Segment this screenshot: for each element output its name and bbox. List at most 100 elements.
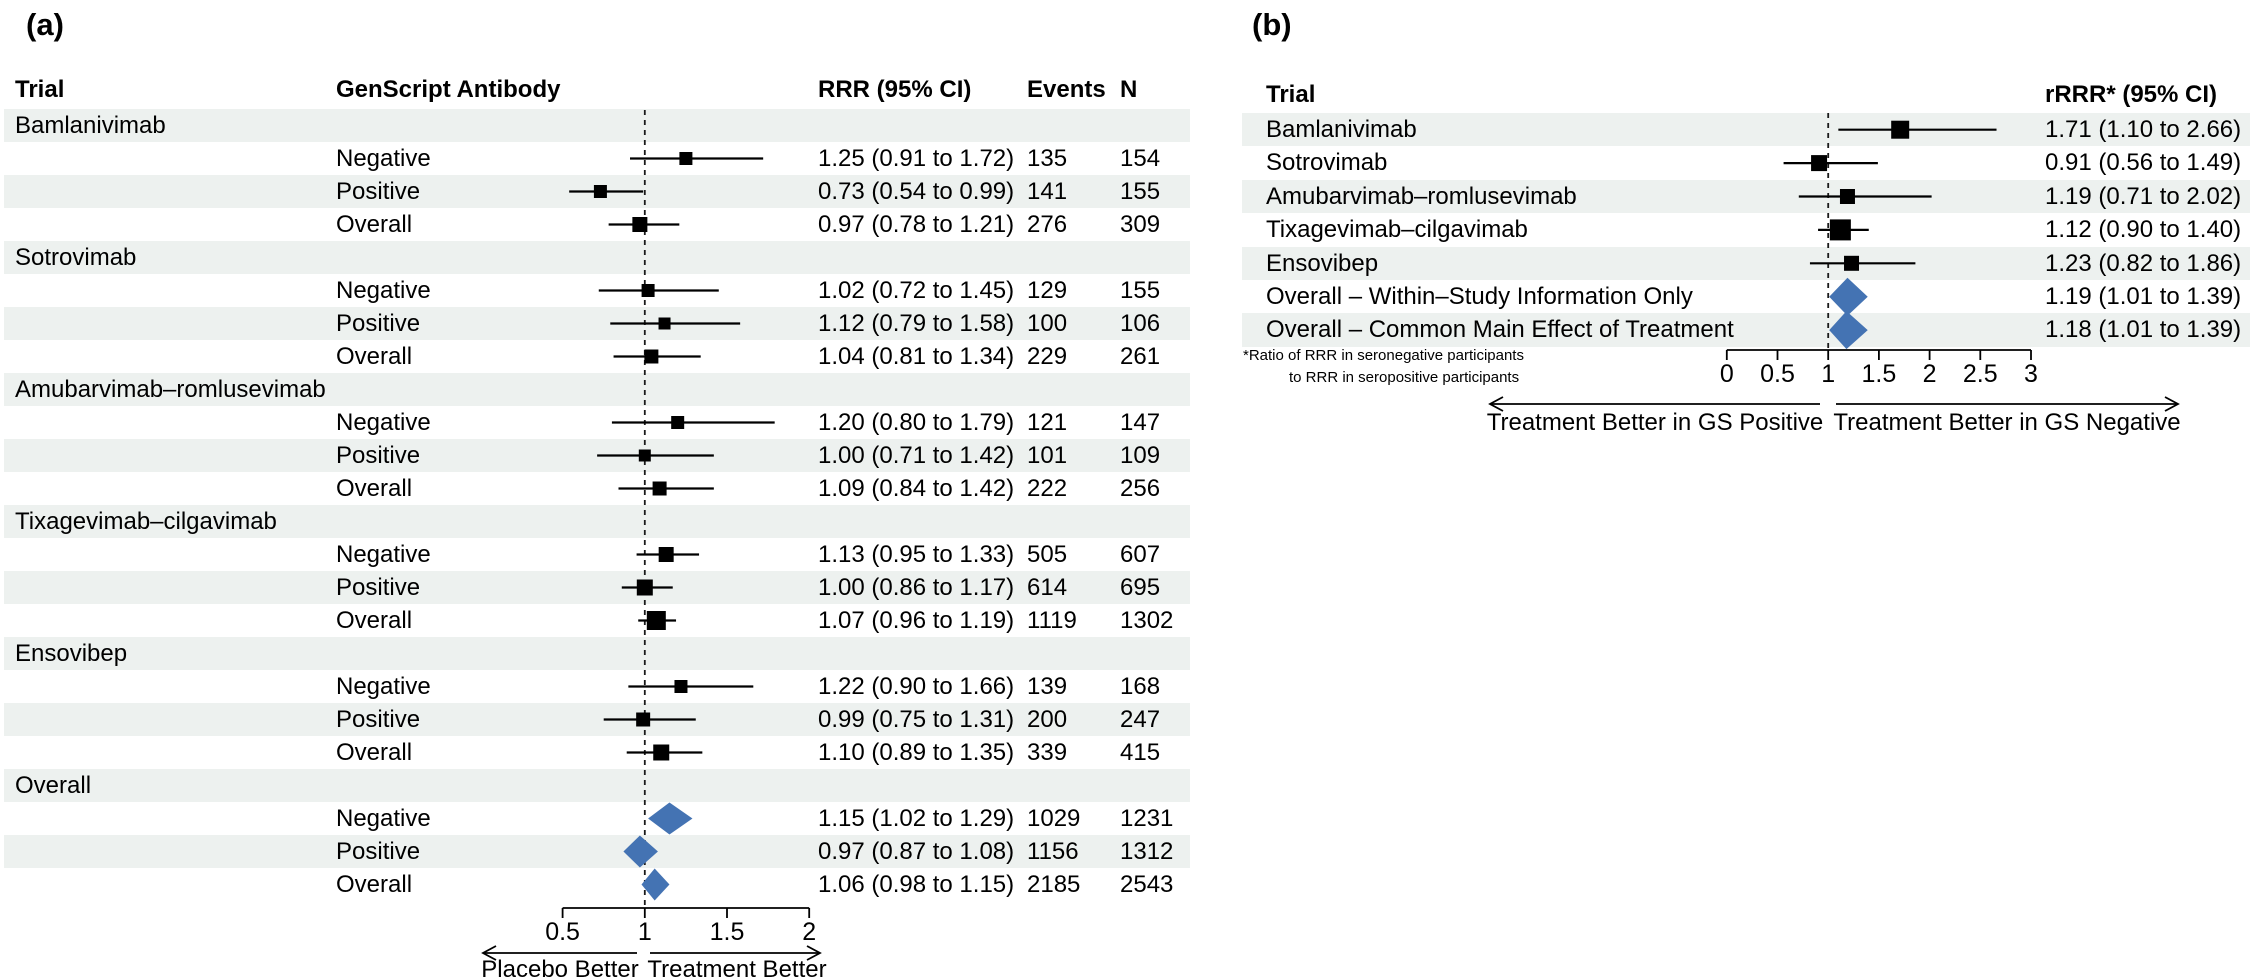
estimate-row: Overall 1.04 (0.81 to 1.34) 229 261 bbox=[0, 340, 2250, 373]
row-band bbox=[4, 769, 1190, 802]
panel-b-tag: (b) bbox=[1252, 7, 1292, 42]
rrrr-ci-value: 1.71 (1.10 to 2.66) bbox=[2045, 116, 2242, 143]
point-estimate-square bbox=[593, 185, 607, 198]
trial-group-row: Tixagevimab–cilgavimab bbox=[0, 505, 2250, 538]
row-band bbox=[4, 373, 1190, 406]
point-estimate-square bbox=[658, 317, 671, 330]
left-arrowhead-icon bbox=[481, 945, 497, 961]
events-value: 505 bbox=[1027, 541, 1068, 568]
rrrr-ci-value: 1.12 (0.90 to 1.40) bbox=[2045, 216, 2242, 244]
estimate-row: Tixagevimab–cilgavimab 1.12 (0.90 to 1.40… bbox=[0, 213, 2250, 246]
antibody-status-label: Negative bbox=[336, 409, 431, 436]
row-band bbox=[4, 505, 1190, 538]
antibody-status-label: Negative bbox=[336, 541, 431, 568]
trial-label: Ensovibep bbox=[1266, 249, 1379, 277]
x-axis-tick-label: 3 bbox=[2024, 360, 2038, 388]
events-value: 1029 bbox=[1027, 805, 1081, 832]
estimate-row: Overall – Common Main Effect of Treatmen… bbox=[0, 313, 2250, 347]
estimate-row: Bamlanivimab 1.71 (1.10 to 2.66) bbox=[0, 113, 2250, 147]
rrr-ci-value: 1.06 (0.98 to 1.15) bbox=[818, 871, 1015, 898]
events-value: 129 bbox=[1027, 277, 1068, 304]
x-axis-tick-label: 0 bbox=[1720, 360, 1734, 388]
summary-diamond bbox=[1829, 277, 1868, 316]
events-value: 339 bbox=[1027, 739, 1068, 766]
estimate-row: Negative 1.15 (1.02 to 1.29) 1029 1231 bbox=[0, 802, 2250, 835]
rrrr-ci-value: 1.23 (0.82 to 1.86) bbox=[2045, 249, 2242, 277]
antibody-status-label: Negative bbox=[336, 673, 431, 700]
row-band bbox=[4, 109, 1190, 142]
n-value: 106 bbox=[1120, 310, 1161, 337]
n-value: 256 bbox=[1120, 475, 1161, 502]
trial-group-row: Overall bbox=[0, 769, 2250, 802]
row-band bbox=[4, 241, 1190, 274]
point-estimate-square bbox=[636, 579, 653, 596]
column-header-rrrr: rRRR* (95% CI) bbox=[2045, 81, 2218, 108]
trial-group-label: Bamlanivimab bbox=[15, 112, 166, 139]
events-value: 2185 bbox=[1027, 871, 1081, 898]
rrrr-ci-value: 1.18 (1.01 to 1.39) bbox=[2045, 316, 2242, 344]
n-value: 415 bbox=[1120, 739, 1161, 766]
events-value: 1156 bbox=[1027, 838, 1079, 865]
estimate-row: Negative 1.20 (0.80 to 1.79) 121 147 bbox=[0, 406, 2250, 439]
x-axis-tick-label: 1 bbox=[1821, 360, 1835, 388]
events-value: 135 bbox=[1027, 145, 1068, 172]
x-axis-tick-label: 0.5 bbox=[545, 918, 580, 946]
column-header-rrr: RRR (95% CI) bbox=[818, 76, 972, 103]
point-estimate-square bbox=[641, 284, 655, 297]
column-header-trial-a: Trial bbox=[15, 76, 65, 103]
estimate-row: Overall 1.09 (0.84 to 1.42) 222 256 bbox=[0, 472, 2250, 505]
n-value: 247 bbox=[1120, 706, 1161, 733]
trial-group-label: Amubarvimab–romlusevimab bbox=[15, 376, 326, 403]
n-value: 695 bbox=[1120, 574, 1161, 601]
events-value: 139 bbox=[1027, 673, 1068, 700]
x-axis-tick-label: 2 bbox=[802, 918, 816, 946]
events-value: 101 bbox=[1027, 442, 1068, 469]
trial-group-label: Sotrovimab bbox=[15, 244, 137, 271]
rrr-ci-value: 1.20 (0.80 to 1.79) bbox=[818, 409, 1015, 436]
trial-group-label: Overall bbox=[15, 772, 92, 799]
point-estimate-square bbox=[671, 416, 685, 429]
rrr-ci-value: 0.97 (0.78 to 1.21) bbox=[818, 211, 1015, 238]
row-band bbox=[4, 571, 1190, 604]
trial-label: Overall – Within–Study Information Only bbox=[1266, 283, 1693, 310]
right-direction-label: Treatment Better in GS Negative bbox=[1833, 409, 2180, 436]
point-estimate-square bbox=[658, 547, 674, 562]
estimate-row: Positive 1.00 (0.71 to 1.42) 101 109 bbox=[0, 439, 2250, 472]
antibody-status-label: Overall bbox=[336, 607, 413, 634]
antibody-status-label: Overall bbox=[336, 475, 413, 502]
estimate-row: Negative 1.02 (0.72 to 1.45) 129 155 bbox=[0, 274, 2250, 307]
n-value: 607 bbox=[1120, 541, 1161, 568]
x-axis-tick-label: 0.5 bbox=[1760, 360, 1795, 388]
events-value: 100 bbox=[1027, 310, 1068, 337]
rrr-ci-value: 1.22 (0.90 to 1.66) bbox=[818, 673, 1015, 700]
right-direction-label: Treatment Better bbox=[647, 956, 826, 979]
estimate-row: Ensovibep 1.23 (0.82 to 1.86) bbox=[0, 246, 2250, 280]
row-band bbox=[4, 439, 1190, 472]
point-estimate-square bbox=[679, 152, 693, 165]
trial-group-row: Sotrovimab bbox=[0, 241, 2250, 274]
antibody-status-label: Negative bbox=[336, 277, 431, 304]
row-band bbox=[1242, 179, 2250, 214]
n-value: 261 bbox=[1120, 343, 1161, 370]
row-band bbox=[4, 307, 1190, 340]
point-estimate-square bbox=[632, 217, 648, 232]
summary-diamond bbox=[648, 802, 693, 835]
trial-group-row: Amubarvimab–romlusevimab bbox=[0, 373, 2250, 406]
x-axis-tick-label: 1.5 bbox=[710, 918, 745, 946]
events-value: 614 bbox=[1027, 574, 1068, 601]
point-estimate-square bbox=[674, 680, 688, 693]
point-estimate-square bbox=[1829, 219, 1851, 241]
estimate-row: Positive 0.99 (0.75 to 1.31) 200 247 bbox=[0, 703, 2250, 736]
n-value: 1312 bbox=[1120, 838, 1174, 865]
estimate-row: Sotrovimab 0.91 (0.56 to 1.49) bbox=[0, 146, 2250, 179]
row-band bbox=[1242, 113, 2250, 147]
row-band bbox=[1242, 246, 2250, 280]
rrr-ci-value: 1.10 (0.89 to 1.35) bbox=[818, 739, 1015, 766]
rrr-ci-value: 1.02 (0.72 to 1.45) bbox=[818, 277, 1015, 304]
x-axis-tick-label: 2.5 bbox=[1963, 360, 1998, 388]
footnote-line-1: *Ratio of RRR in seronegative participan… bbox=[1243, 347, 1524, 364]
trial-label: Overall – Common Main Effect of Treatmen… bbox=[1266, 316, 1734, 344]
estimate-row: Negative 1.13 (0.95 to 1.33) 505 607 bbox=[0, 538, 2250, 571]
point-estimate-square bbox=[636, 712, 651, 727]
